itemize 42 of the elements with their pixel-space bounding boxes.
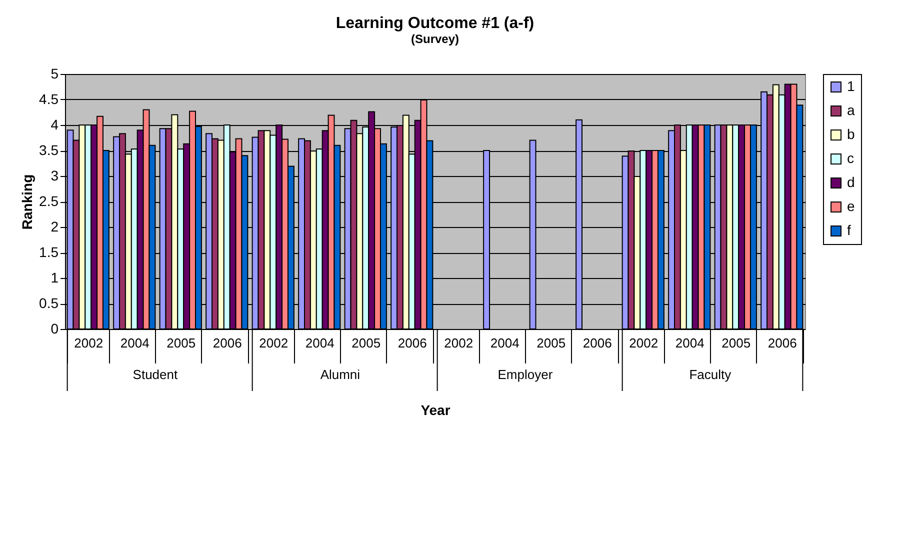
- x-tick-label: 2002: [74, 336, 104, 350]
- chart-subtitle: (Survey): [410, 32, 460, 46]
- x-tick-label: 2006: [768, 336, 797, 350]
- legend-label: d: [847, 174, 855, 190]
- y-axis-title: Ranking: [19, 174, 36, 230]
- x-tick-label: 2002: [629, 336, 658, 350]
- x-axis-title: Year: [420, 402, 451, 418]
- legend-label: a: [847, 102, 855, 118]
- y-tick-label: 4: [50, 116, 59, 132]
- y-tick-label: 1.5: [39, 244, 59, 260]
- text: Faculty: [689, 367, 732, 382]
- x-tick-label: 2002: [259, 336, 288, 350]
- y-tick-label: 4.5: [39, 91, 59, 107]
- x-tick-label: 2004: [120, 336, 150, 350]
- y-tick-label: 3.5: [39, 142, 59, 158]
- legend-label: 1: [847, 78, 855, 94]
- x-tick-label: 2002: [444, 336, 474, 350]
- legend-label: b: [847, 126, 855, 142]
- text: Employer: [498, 367, 554, 382]
- legend-label: e: [847, 198, 855, 214]
- text: Student: [132, 367, 178, 382]
- text: Alumni: [320, 367, 360, 382]
- x-tick-label: 2005: [352, 336, 381, 350]
- x-tick-label: 2004: [675, 336, 704, 350]
- legend-label: c: [847, 150, 854, 166]
- x-tick-label: 2005: [536, 336, 566, 350]
- x-tick-label: 2004: [490, 336, 520, 350]
- x-tick-label: 2004: [305, 336, 334, 350]
- x-tick-label: 2006: [398, 336, 427, 350]
- chart-title: Learning Outcome #1 (a-f): [336, 15, 534, 32]
- y-tick-label: 0: [50, 320, 59, 336]
- y-tick-label: 5: [50, 66, 59, 82]
- y-tick-label: 0.5: [39, 295, 59, 311]
- y-tick-label: 1: [50, 270, 59, 286]
- x-tick-label: 2006: [582, 336, 612, 350]
- legend-label: f: [847, 222, 851, 238]
- x-tick-label: 2005: [166, 336, 196, 350]
- y-tick-label: 3: [50, 168, 59, 184]
- x-tick-label: 2005: [722, 336, 751, 350]
- y-tick-label: 2: [50, 218, 59, 234]
- y-tick-label: 2.5: [39, 193, 59, 209]
- x-tick-label: 2006: [212, 336, 242, 350]
